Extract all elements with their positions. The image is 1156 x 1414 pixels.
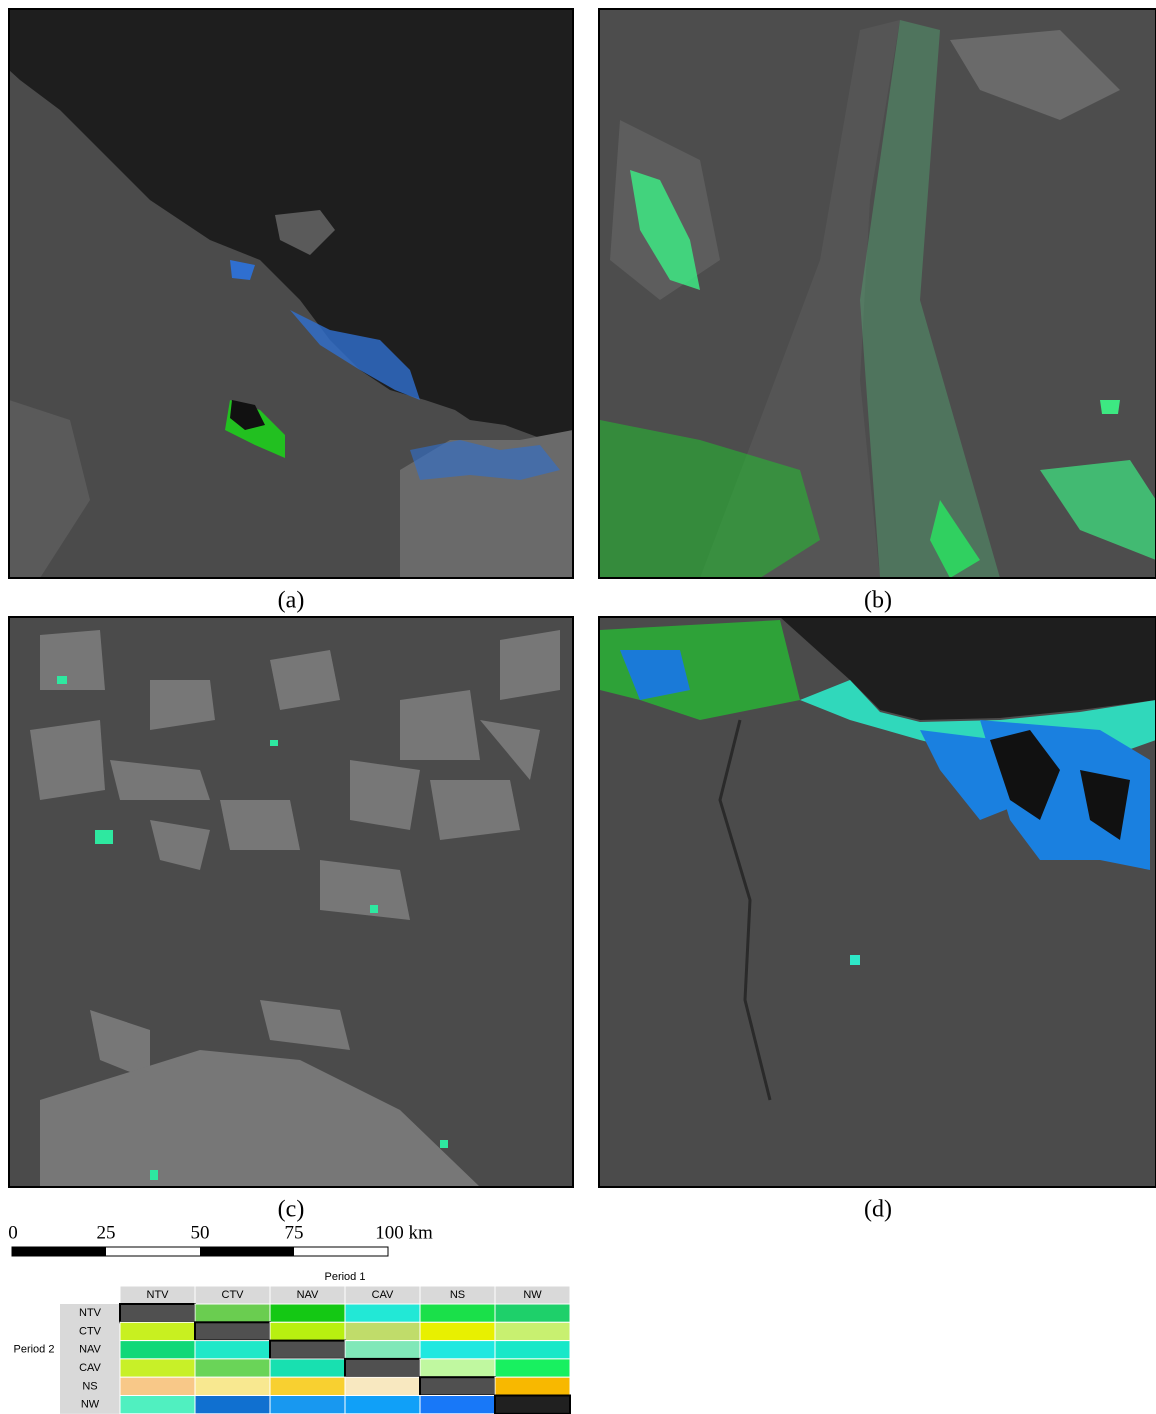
legend-row-label: NAV (79, 1344, 101, 1356)
legend-cell (195, 1322, 270, 1340)
panel-label: (b) (864, 588, 892, 614)
legend-row-label: NS (82, 1380, 97, 1392)
legend-row-label: CTV (79, 1325, 102, 1337)
legend-cell (345, 1359, 420, 1377)
map-a (9, 9, 573, 578)
panel-label: (d) (864, 1197, 892, 1223)
scale-label: 75 (285, 1222, 304, 1243)
scale-label: 0 (8, 1222, 18, 1243)
legend-cell (345, 1396, 420, 1414)
legend-cell (195, 1377, 270, 1395)
legend-cell (495, 1341, 570, 1359)
legend-row-label: CAV (79, 1362, 101, 1374)
legend-cell (195, 1304, 270, 1322)
legend-cell (270, 1304, 345, 1322)
page: (a) (b) (c) (d) 0 25 50 75 100 km Period 1 Period … (0, 0, 1156, 1414)
legend-cell (420, 1341, 495, 1359)
scale-bar (12, 1247, 388, 1256)
scale-label: 50 (191, 1222, 210, 1243)
legend-row-title: Period 2 (14, 1344, 55, 1356)
legend-cell (495, 1396, 570, 1414)
legend-cell (195, 1341, 270, 1359)
map-c (9, 617, 573, 1187)
map-b (599, 9, 1156, 578)
legend-col-label: NS (450, 1289, 465, 1301)
legend-row-label: NW (81, 1399, 100, 1411)
legend-column-title: Period 1 (325, 1271, 366, 1283)
legend-cell (270, 1322, 345, 1340)
legend-col-label: NTV (147, 1289, 170, 1301)
legend-cell (270, 1377, 345, 1395)
legend-cell (345, 1322, 420, 1340)
legend-cell (420, 1304, 495, 1322)
legend-cell (120, 1396, 195, 1414)
legend-col-label: CAV (372, 1289, 394, 1301)
legend-cell (420, 1396, 495, 1414)
legend-cell (120, 1359, 195, 1377)
panel-label: (c) (278, 1197, 305, 1223)
legend-cell (270, 1396, 345, 1414)
legend-cell (270, 1359, 345, 1377)
legend-cell (120, 1304, 195, 1322)
panel-label: (a) (278, 588, 305, 614)
legend-cell (495, 1304, 570, 1322)
map-d (599, 617, 1156, 1187)
legend-cell (345, 1341, 420, 1359)
legend-cell (195, 1359, 270, 1377)
scale-label: 25 (97, 1222, 116, 1243)
legend-row-bg (60, 1304, 120, 1414)
legend-cell (420, 1322, 495, 1340)
legend-cell (345, 1304, 420, 1322)
legend-cell (495, 1322, 570, 1340)
scale-label: 100 km (375, 1222, 433, 1243)
legend-cell (195, 1396, 270, 1414)
legend-row-label: NTV (79, 1307, 102, 1319)
legend-cell (120, 1341, 195, 1359)
legend-cell (270, 1341, 345, 1359)
legend-cell (120, 1377, 195, 1395)
legend-cell (420, 1359, 495, 1377)
figure: (a) (b) (c) (d) 0 25 50 75 100 km Period 1 Period … (0, 0, 1156, 1414)
legend-col-label: NW (523, 1289, 542, 1301)
legend-cell (120, 1322, 195, 1340)
legend-cell (495, 1359, 570, 1377)
legend-cell (420, 1377, 495, 1395)
legend-cell (495, 1377, 570, 1395)
legend-col-label: NAV (297, 1289, 319, 1301)
legend-cell (345, 1377, 420, 1395)
legend-col-label: CTV (222, 1289, 245, 1301)
